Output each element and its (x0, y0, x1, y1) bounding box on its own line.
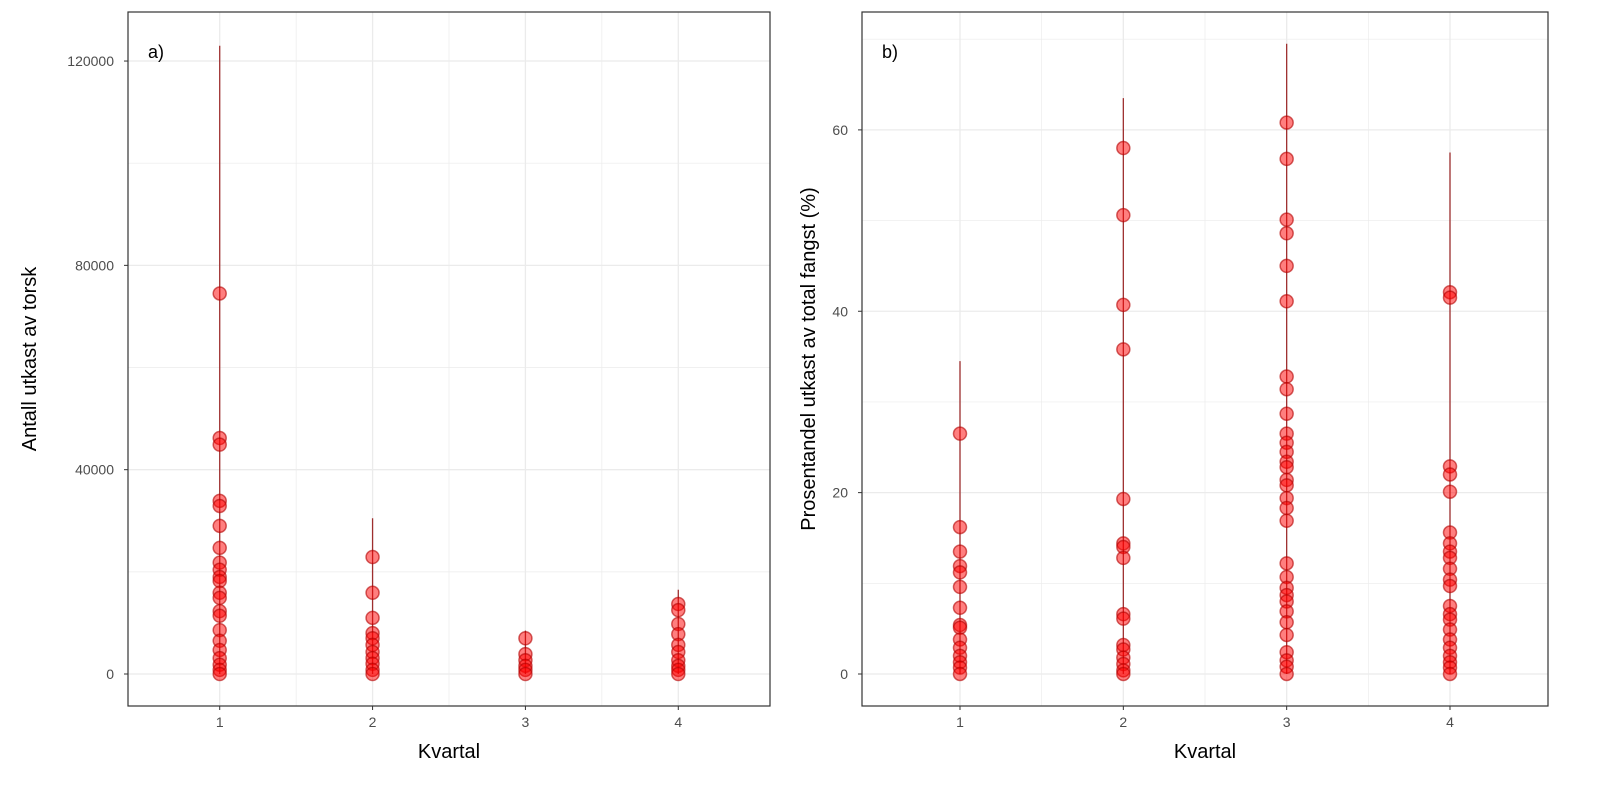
data-point (1116, 611, 1131, 626)
panel-a: 0 40000 80000 120000 1 2 3 4 a) Kvartal Antall utk… (19, 11, 771, 763)
x-axis-title: Kvartal (418, 741, 480, 763)
y-tick-label: 0 (106, 666, 114, 682)
data-point (365, 666, 380, 682)
y-axis-title: Prosentandel utkast av total fangst (%) (798, 187, 820, 531)
x-tick-label: 2 (1119, 714, 1127, 730)
data-point (1116, 207, 1131, 223)
y-tick-label: 40 (832, 303, 848, 319)
data-point (1279, 226, 1294, 241)
data-point (952, 544, 968, 559)
data-point (212, 518, 227, 534)
data-point (1116, 666, 1131, 682)
data-point (1116, 550, 1131, 566)
data-point (1116, 491, 1131, 507)
plot-border (861, 11, 1549, 707)
data-point (1279, 151, 1294, 167)
y-axis-title: Antall utkast av torsk (19, 266, 41, 452)
data-point (212, 590, 227, 606)
data-point (1279, 478, 1294, 493)
x-tick-label: 4 (674, 714, 682, 730)
data-point (671, 666, 686, 682)
data-point (1279, 513, 1294, 528)
x-tick-label: 2 (369, 714, 377, 730)
data-point (1116, 342, 1131, 357)
data-point (1442, 467, 1458, 482)
data-point (518, 630, 533, 646)
data-point (952, 579, 968, 595)
data-point (1279, 556, 1294, 571)
data-point (952, 600, 968, 616)
data-point (1279, 115, 1294, 130)
data-point (1279, 381, 1294, 397)
data-point (212, 666, 227, 682)
x-tick-label: 1 (956, 714, 964, 730)
data-point (365, 549, 380, 565)
data-point (212, 540, 227, 556)
data-point (1442, 578, 1458, 594)
data-point (212, 437, 227, 452)
x-tick-label: 1 (216, 714, 224, 730)
data-point (1442, 484, 1458, 499)
data-point (1279, 666, 1294, 682)
data-point (365, 585, 380, 601)
data-point (952, 666, 968, 682)
data-point (212, 498, 227, 514)
y-tick-label: 60 (832, 122, 848, 138)
data-point (1279, 406, 1294, 421)
data-point (1279, 615, 1294, 630)
data-point (1279, 627, 1294, 643)
y-tick-label: 0 (840, 666, 848, 682)
y-tick-label: 120000 (67, 53, 114, 69)
panel-label: b) (882, 42, 898, 62)
data-point (212, 608, 227, 624)
panel-label: a) (148, 42, 164, 62)
x-tick-label: 3 (1283, 714, 1291, 730)
data-point (1279, 369, 1294, 384)
x-tick-label: 4 (1446, 714, 1454, 730)
data-point (1116, 140, 1131, 156)
y-tick-label: 20 (832, 485, 848, 501)
data-point (1279, 294, 1294, 309)
data-point (952, 519, 968, 535)
data-point (952, 426, 968, 441)
data-point (952, 565, 968, 580)
y-tick-label: 40000 (75, 462, 114, 478)
panel-b: 0 20 40 60 1 2 3 4 b) Kvartal Prosentandel utkast … (798, 11, 1549, 763)
data-point (1279, 212, 1294, 227)
y-tick-label: 80000 (75, 257, 114, 273)
data-point (518, 666, 533, 682)
data-point (365, 610, 380, 626)
data-point (1279, 459, 1294, 475)
data-point (1279, 258, 1294, 274)
x-tick-label: 3 (522, 714, 530, 730)
data-point (1116, 297, 1131, 313)
x-axis-title: Kvartal (1174, 741, 1236, 763)
plot-border (127, 11, 771, 707)
data-point (1442, 290, 1458, 305)
data-point (1279, 500, 1294, 516)
data-point (671, 602, 686, 618)
data-point (1442, 666, 1458, 682)
data-point (212, 286, 227, 301)
